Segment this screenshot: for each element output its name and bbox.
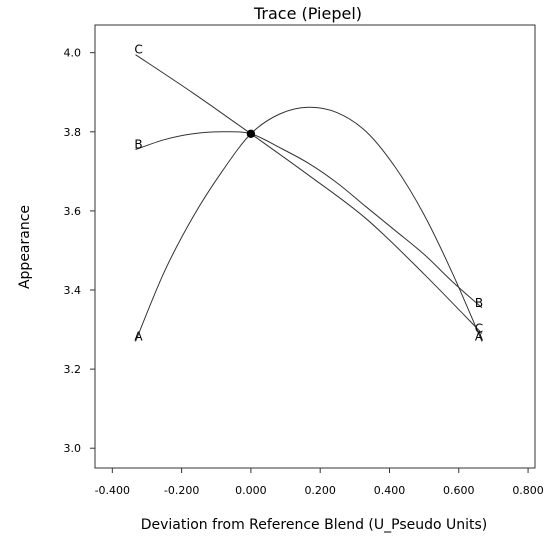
curve-label-a-start: A [134,329,143,343]
y-tick-label: 3.4 [64,284,82,297]
y-axis: 3.0 3.2 3.4 3.6 3.8 4.0 [64,47,95,455]
x-tick-label: 0.000 [235,484,267,497]
curve-label-c-end: C [475,322,483,336]
y-axis-label: Appearance [17,205,33,289]
x-tick-label: -0.400 [95,484,130,497]
y-tick-label: 3.0 [64,442,82,455]
curve-label-b-end: B [475,296,483,310]
y-tick-label: 3.8 [64,126,82,139]
trace-curve-a [135,106,483,342]
x-tick-label: -0.200 [164,484,199,497]
trace-curve-c [135,54,483,334]
chart-title: Trace (Piepel) [253,4,362,23]
curve-label-c-start: C [134,43,142,57]
curve-label-a-end: A [475,329,484,343]
y-tick-label: 3.6 [64,205,82,218]
x-tick-label: 0.400 [374,484,406,497]
x-axis-label: Deviation from Reference Blend (U_Pseudo… [141,517,488,533]
y-tick-label: 3.2 [64,363,82,376]
x-tick-label: 0.600 [443,484,475,497]
trace-curves [135,54,483,342]
curve-label-b-start: B [134,138,142,152]
x-axis: -0.400 -0.200 0.000 0.200 0.400 0.600 0.800 [95,468,544,497]
x-tick-label: 0.800 [512,484,544,497]
reference-blend-point [246,129,256,138]
trace-curve-b [135,131,483,309]
x-tick-label: 0.200 [304,484,336,497]
y-tick-label: 4.0 [64,47,82,60]
plot-frame [94,24,536,469]
